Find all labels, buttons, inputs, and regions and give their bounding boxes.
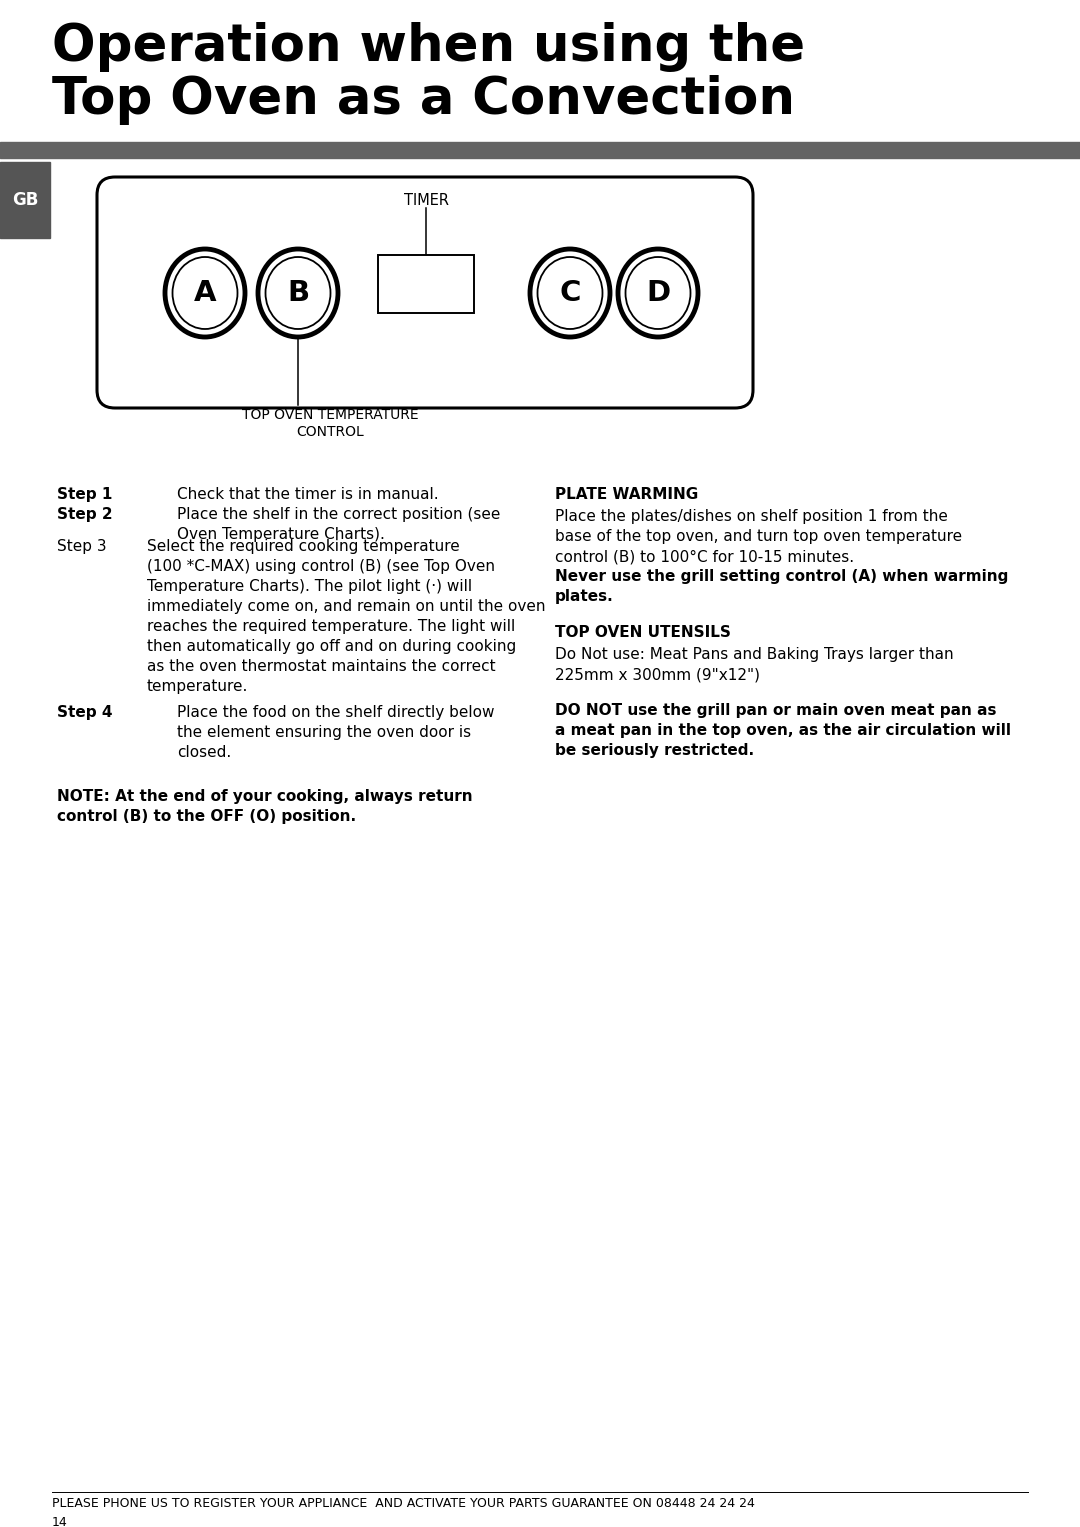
Text: Step 1: Step 1 <box>57 487 112 502</box>
Text: as the oven thermostat maintains the correct: as the oven thermostat maintains the cor… <box>147 660 496 673</box>
Text: TOP OVEN TEMPERATURE: TOP OVEN TEMPERATURE <box>242 408 418 421</box>
Text: 14: 14 <box>52 1516 68 1527</box>
Text: C: C <box>559 279 581 307</box>
Ellipse shape <box>625 257 690 328</box>
Text: A: A <box>193 279 216 307</box>
Text: Never use the grill setting control (A) when warming: Never use the grill setting control (A) … <box>555 570 1009 583</box>
Text: 225mm x 300mm (9"x12"): 225mm x 300mm (9"x12") <box>555 667 760 683</box>
Text: TOP OVEN UTENSILS: TOP OVEN UTENSILS <box>555 625 731 640</box>
Text: B: B <box>287 279 309 307</box>
Text: TIMER: TIMER <box>404 192 448 208</box>
Text: Place the food on the shelf directly below: Place the food on the shelf directly bel… <box>177 705 495 721</box>
Text: reaches the required temperature. The light will: reaches the required temperature. The li… <box>147 618 515 634</box>
Text: Operation when using the: Operation when using the <box>52 21 805 72</box>
Text: Temperature Charts). The pilot light (·) will: Temperature Charts). The pilot light (·)… <box>147 579 472 594</box>
Text: Check that the timer is in manual.: Check that the timer is in manual. <box>177 487 438 502</box>
Text: Step 3: Step 3 <box>57 539 107 554</box>
Text: CONTROL: CONTROL <box>296 425 364 438</box>
Text: Step 4: Step 4 <box>57 705 112 721</box>
Ellipse shape <box>173 257 238 328</box>
Text: temperature.: temperature. <box>147 680 248 693</box>
Ellipse shape <box>266 257 330 328</box>
Text: PLATE WARMING: PLATE WARMING <box>555 487 699 502</box>
Text: be seriously restricted.: be seriously restricted. <box>555 744 754 757</box>
Text: the element ensuring the oven door is: the element ensuring the oven door is <box>177 725 471 741</box>
Text: NOTE: At the end of your cooking, always return: NOTE: At the end of your cooking, always… <box>57 789 473 805</box>
Ellipse shape <box>618 249 698 337</box>
FancyBboxPatch shape <box>97 177 753 408</box>
Text: GB: GB <box>12 191 38 209</box>
Text: PLEASE PHONE US TO REGISTER YOUR APPLIANCE  AND ACTIVATE YOUR PARTS GUARANTEE ON: PLEASE PHONE US TO REGISTER YOUR APPLIAN… <box>52 1496 755 1510</box>
Text: then automatically go off and on during cooking: then automatically go off and on during … <box>147 638 516 654</box>
Bar <box>378 255 474 313</box>
Ellipse shape <box>538 257 603 328</box>
Text: plates.: plates. <box>555 589 613 605</box>
Ellipse shape <box>258 249 338 337</box>
Text: immediately come on, and remain on until the oven: immediately come on, and remain on until… <box>147 599 545 614</box>
Bar <box>0 142 1080 157</box>
Text: closed.: closed. <box>177 745 231 760</box>
Text: base of the top oven, and turn top oven temperature: base of the top oven, and turn top oven … <box>555 528 962 544</box>
Text: control (B) to 100°C for 10-15 minutes.: control (B) to 100°C for 10-15 minutes. <box>555 550 854 563</box>
Text: Do Not use: Meat Pans and Baking Trays larger than: Do Not use: Meat Pans and Baking Trays l… <box>555 647 954 663</box>
Bar <box>0 162 50 238</box>
Text: (100 *C-MAX) using control (B) (see Top Oven: (100 *C-MAX) using control (B) (see Top … <box>147 559 495 574</box>
Text: DO NOT use the grill pan or main oven meat pan as: DO NOT use the grill pan or main oven me… <box>555 702 997 718</box>
Text: Top Oven as a Convection: Top Oven as a Convection <box>52 75 795 125</box>
Text: a meat pan in the top oven, as the air circulation will: a meat pan in the top oven, as the air c… <box>555 722 1011 738</box>
Text: Oven Temperature Charts).: Oven Temperature Charts). <box>177 527 384 542</box>
Text: Place the shelf in the correct position (see: Place the shelf in the correct position … <box>177 507 500 522</box>
Ellipse shape <box>165 249 245 337</box>
Text: control (B) to the OFF (O) position.: control (B) to the OFF (O) position. <box>57 809 356 825</box>
Text: D: D <box>646 279 670 307</box>
Text: Place the plates/dishes on shelf position 1 from the: Place the plates/dishes on shelf positio… <box>555 508 948 524</box>
Ellipse shape <box>530 249 610 337</box>
Text: Select the required cooking temperature: Select the required cooking temperature <box>147 539 460 554</box>
Text: Step 2: Step 2 <box>57 507 112 522</box>
